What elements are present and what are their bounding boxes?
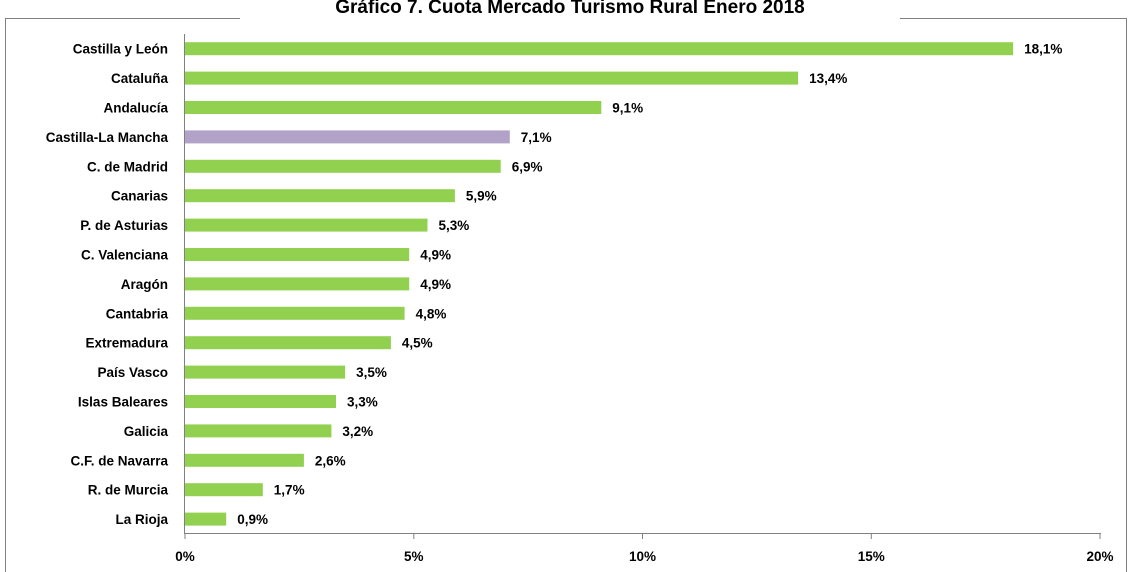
category-label: Extremadura [85, 336, 168, 351]
bar [185, 42, 1014, 56]
value-label: 7,1% [521, 130, 552, 145]
value-label: 3,3% [347, 395, 378, 410]
category-label: País Vasco [97, 365, 168, 380]
value-label: 4,9% [420, 248, 451, 263]
value-label: 2,6% [315, 453, 346, 468]
category-labels: Castilla y León Cataluña Andalucía Castilla… [46, 42, 169, 527]
bar [185, 483, 263, 497]
category-label: Andalucía [103, 101, 168, 116]
value-label: 5,3% [439, 218, 470, 233]
category-label: Castilla y León [73, 42, 168, 57]
category-label: R. de Murcia [88, 483, 169, 498]
value-label: 4,9% [420, 277, 451, 292]
x-tick-label: 10% [629, 549, 656, 564]
x-tick-label: 0% [175, 549, 195, 564]
category-label: C. de Madrid [87, 159, 168, 174]
value-label: 9,1% [612, 101, 643, 116]
bar [185, 277, 410, 291]
bar [185, 306, 405, 320]
value-label: 0,9% [237, 512, 268, 527]
category-label: La Rioja [115, 512, 168, 527]
value-label: 4,5% [402, 336, 433, 351]
x-tick-label: 5% [404, 549, 424, 564]
x-tick-label: 15% [858, 549, 885, 564]
category-label: P. de Asturias [80, 218, 168, 233]
value-label: 3,2% [342, 424, 373, 439]
x-tick-label: 20% [1086, 549, 1113, 564]
bar [185, 453, 304, 467]
bar [185, 130, 510, 144]
bars-layer [185, 42, 1014, 526]
category-label: Cataluña [111, 71, 169, 86]
category-label: Castilla-La Mancha [46, 130, 169, 145]
value-label: 1,7% [274, 483, 305, 498]
chart-title-bg [240, 0, 900, 24]
x-ticks: 0% 5% 10% 15% 20% [175, 533, 1114, 564]
value-labels: 18,1% 13,4% 9,1% 7,1% 6,9% 5,9% 5,3% 4,9% 4,9% 4,… [237, 42, 1062, 527]
category-label: C. Valenciana [81, 248, 169, 263]
bar [185, 218, 428, 232]
bar [185, 71, 799, 85]
chart-title: Gráfico 7. Cuota Mercado Turismo Rural E… [335, 0, 805, 18]
bar [185, 512, 227, 526]
category-label: Aragón [121, 277, 168, 292]
value-label: 18,1% [1024, 42, 1062, 57]
bar [185, 395, 336, 408]
value-label: 6,9% [512, 159, 543, 174]
category-label: Galicia [124, 424, 169, 439]
bar [185, 189, 455, 203]
bar [185, 248, 410, 261]
bar [185, 336, 391, 350]
value-label: 4,8% [416, 306, 447, 321]
bar [185, 424, 332, 438]
category-label: Cantabria [106, 306, 169, 321]
bar [185, 101, 602, 114]
category-label: C.F. de Navarra [70, 453, 168, 468]
bar [185, 365, 346, 379]
category-label: Canarias [111, 189, 168, 204]
value-label: 3,5% [356, 365, 387, 380]
bar [185, 159, 501, 173]
value-label: 5,9% [466, 189, 497, 204]
category-label: Islas Baleares [78, 395, 168, 410]
value-label: 13,4% [809, 71, 847, 86]
